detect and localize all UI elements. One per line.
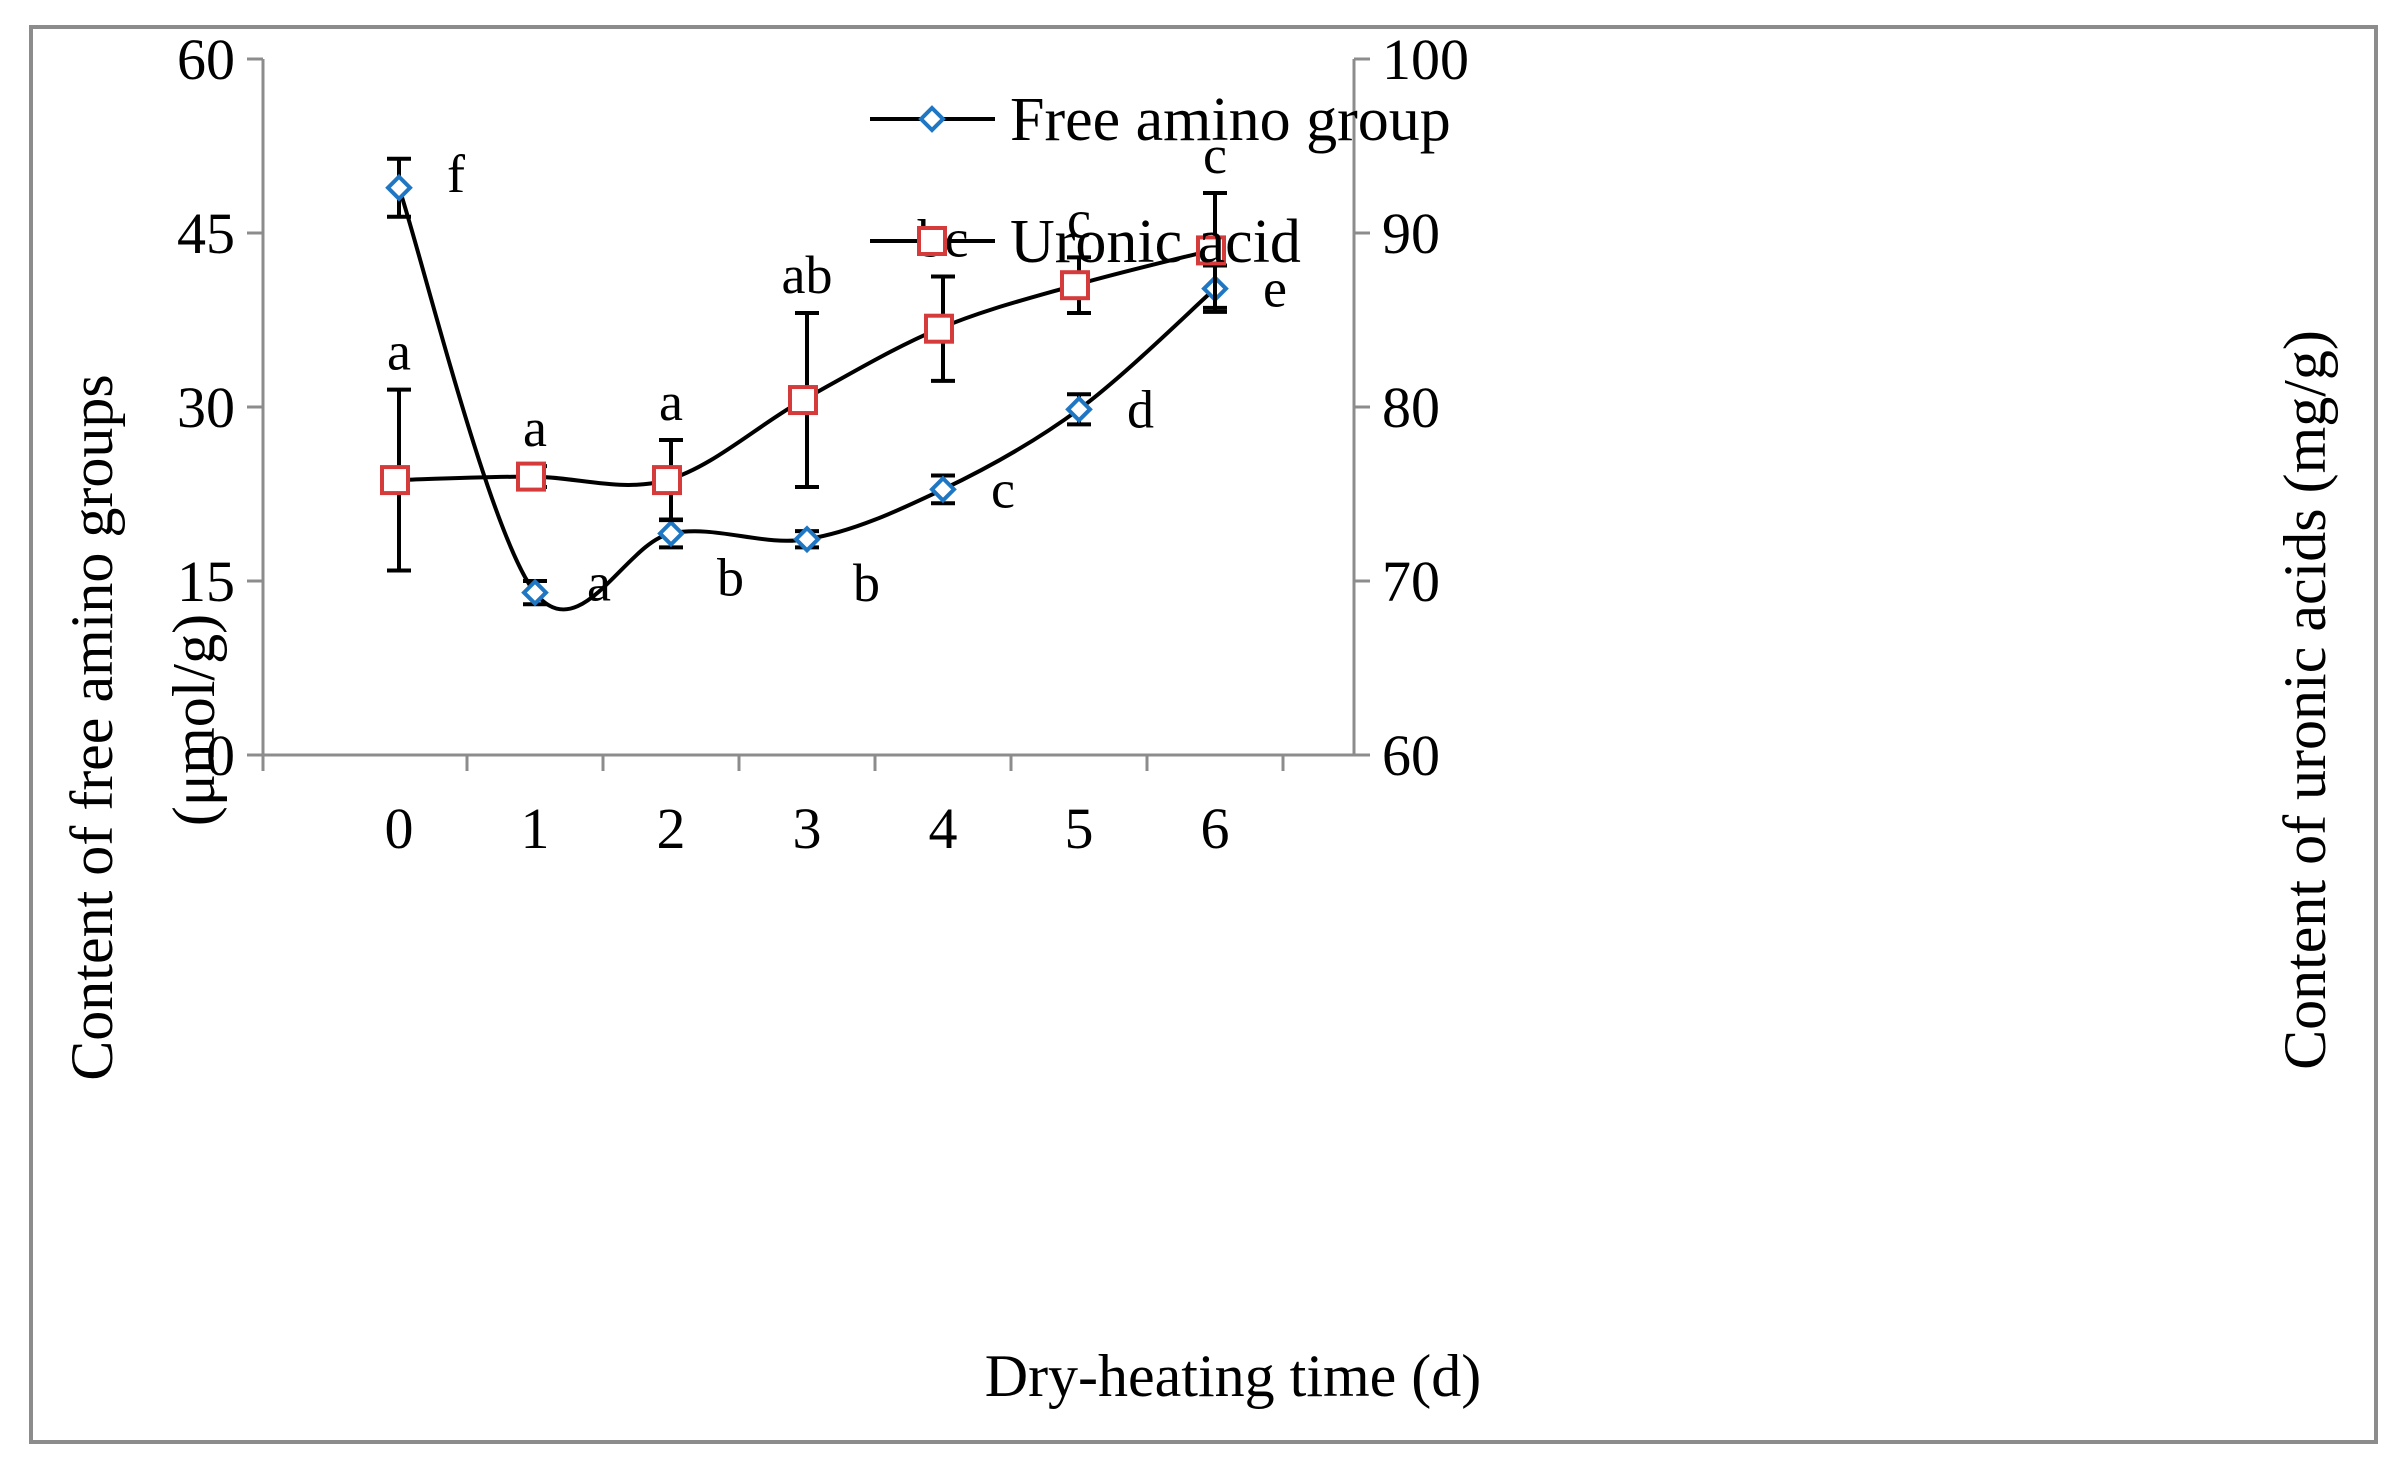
y-tick-label-right: 100 (1382, 27, 1469, 92)
legend-label: Uronic acid (1010, 208, 1301, 276)
legend: Free amino group Uronic acid (870, 86, 1451, 276)
significance-label: b (717, 547, 744, 607)
y-tick-label-left: 30 (177, 375, 235, 440)
x-tick-label: 1 (521, 796, 550, 861)
significance-label: a (659, 372, 683, 432)
y-tick-label-right: 80 (1382, 375, 1440, 440)
legend-marker (917, 226, 947, 256)
significance-label: a (387, 322, 411, 382)
data-point-marker (521, 578, 549, 607)
y-axis-title-left: Content of free amino groups (μmol/g) (59, 359, 227, 1081)
data-point-marker (516, 461, 546, 492)
significance-label: a (587, 553, 611, 613)
data-point-marker (929, 475, 957, 504)
significance-label: c (1067, 189, 1091, 249)
x-tick-label: 2 (657, 796, 686, 861)
data-point-marker (657, 519, 685, 548)
significance-label: f (447, 144, 465, 204)
y-axis-title-right: Content of uronic acids (mg/g) (2272, 330, 2338, 1070)
significance-label: a (523, 398, 547, 458)
x-tick-label: 5 (1065, 796, 1094, 861)
y-tick-label-right: 70 (1382, 549, 1440, 614)
data-point-marker (385, 173, 413, 202)
x-tick-label: 4 (929, 796, 958, 861)
y-tick-label-left: 0 (206, 723, 235, 788)
significance-label: c (1203, 125, 1227, 185)
significance-label: e (1263, 259, 1287, 319)
significance-label: ab (782, 245, 833, 305)
series-uronic-acid: aaaabbccc (380, 125, 1227, 573)
significance-label: b (853, 553, 880, 613)
data-point-marker (1060, 270, 1090, 301)
y-axis-title-left-line1: Content of free amino groups (59, 374, 125, 1081)
x-tick-label: 3 (793, 796, 822, 861)
data-point-marker (788, 385, 818, 416)
y-tick-label-right: 60 (1382, 723, 1440, 788)
x-axis-title: Dry-heating time (d) (985, 1343, 1482, 1409)
data-point-marker (793, 525, 821, 554)
data-point-marker (652, 465, 682, 496)
legend-label: Free amino group (1010, 86, 1451, 154)
data-point-marker (1065, 395, 1093, 424)
y-tick-label-left: 15 (177, 549, 235, 614)
y-tick-label-right: 90 (1382, 201, 1440, 266)
y-tick-label-left: 60 (177, 27, 235, 92)
significance-label: c (991, 459, 1015, 519)
significance-label: d (1127, 379, 1154, 439)
data-point-marker (924, 313, 954, 344)
x-tick-label: 0 (385, 796, 414, 861)
legend-marker (918, 105, 946, 133)
data-point-marker (1196, 235, 1226, 266)
data-point-marker (380, 465, 410, 496)
y-axis-title-left-line2: (μmol/g) (161, 614, 227, 826)
y-tick-label-left: 45 (177, 201, 235, 266)
series-layer: fabbcdeaaaabbccc (380, 125, 1287, 613)
x-tick-label: 6 (1201, 796, 1230, 861)
